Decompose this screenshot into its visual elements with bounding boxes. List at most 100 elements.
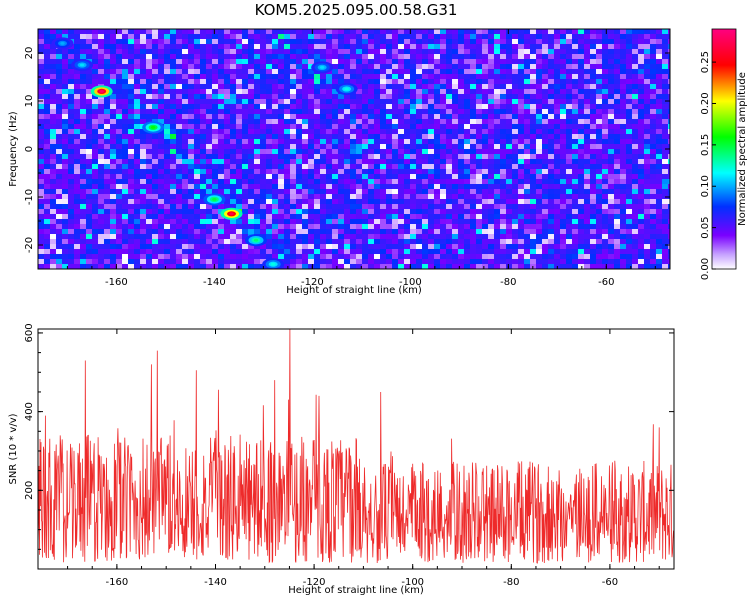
heatmap-cell (656, 99, 663, 105)
heatmap-cell (608, 69, 615, 75)
heatmap-cell (584, 179, 591, 185)
heatmap-cell (374, 129, 381, 135)
heatmap-cell (80, 209, 87, 215)
heatmap-cell (122, 209, 129, 215)
heatmap-cell (596, 184, 603, 190)
heatmap-cell (548, 119, 555, 125)
heatmap-cell (74, 84, 81, 90)
heatmap-cell (530, 59, 537, 65)
heatmap-cell (230, 134, 237, 140)
heatmap-cell (74, 144, 81, 150)
heatmap-cell (104, 39, 111, 45)
heatmap-cell (416, 99, 423, 105)
heatmap-cell (44, 189, 51, 195)
heatmap-cell (272, 49, 279, 55)
heatmap-cell (452, 104, 459, 110)
heatmap-cell (512, 249, 519, 255)
heatmap-cell (392, 239, 399, 245)
heatmap-cell (302, 79, 309, 85)
heatmap-cell (170, 134, 177, 140)
heatmap-cell (200, 44, 207, 50)
heatmap-cell (392, 84, 399, 90)
heatmap-cell (434, 199, 441, 205)
heatmap-cell (170, 114, 177, 120)
heatmap-cell (650, 94, 657, 100)
heatmap-cell (446, 34, 453, 40)
heatmap-cell (620, 84, 627, 90)
heatmap-cell (506, 34, 513, 40)
heatmap-cell (620, 219, 627, 225)
heatmap-cell (464, 144, 471, 150)
heatmap-cell (650, 154, 657, 160)
heatmap-cell (584, 224, 591, 230)
heatmap-cell (548, 209, 555, 215)
heatmap-cell (188, 219, 195, 225)
heatmap-cell (470, 224, 477, 230)
heatmap-cell (374, 39, 381, 45)
heatmap-cell (380, 124, 387, 130)
heatmap-cell (122, 204, 129, 210)
heatmap-cell (368, 54, 375, 60)
heatmap-cell (326, 159, 333, 165)
heatmap-cell (320, 29, 327, 35)
heatmap-cell (398, 49, 405, 55)
heatmap-cell (584, 119, 591, 125)
heatmap-cell (224, 164, 231, 170)
heatmap-cell (62, 234, 69, 240)
heatmap-cell (320, 199, 327, 205)
heatmap-cell (404, 234, 411, 240)
heatmap-cell (416, 44, 423, 50)
heatmap-cell (440, 114, 447, 120)
heatmap-cell (260, 79, 267, 85)
heatmap-cell (644, 224, 651, 230)
heatmap-cell (314, 104, 321, 110)
heatmap-cell (356, 154, 363, 160)
heatmap-cell (614, 39, 621, 45)
heatmap-cell (134, 54, 141, 60)
heatmap-cell (248, 179, 255, 185)
heatmap-cell (554, 74, 561, 80)
heatmap-cell (224, 89, 231, 95)
heatmap-cell (218, 219, 225, 225)
heatmap-cell (440, 99, 447, 105)
heatmap-cell (260, 199, 267, 205)
heatmap-cell (524, 249, 531, 255)
heatmap-cell (512, 94, 519, 100)
heatmap-cell (284, 84, 291, 90)
heatmap-cell (80, 129, 87, 135)
heatmap-cell (170, 64, 177, 70)
heatmap-cell (584, 164, 591, 170)
heatmap-cell (266, 159, 273, 165)
heatmap-cell (392, 64, 399, 70)
heatmap-cell (386, 44, 393, 50)
heatmap-cell (632, 104, 639, 110)
heatmap-cell (362, 79, 369, 85)
heatmap-cell (236, 64, 243, 70)
heatmap-cell (314, 194, 321, 200)
heatmap-cell (242, 34, 249, 40)
heatmap-cell (476, 259, 483, 265)
heatmap-cell (356, 59, 363, 65)
heatmap-cell (668, 229, 670, 235)
heatmap-cell (170, 79, 177, 85)
heatmap-cell (452, 114, 459, 120)
heatmap-cell (206, 34, 213, 40)
heatmap-cell (314, 224, 321, 230)
heatmap-cell (596, 149, 603, 155)
heatmap-cell (668, 249, 670, 255)
heatmap-cell (140, 144, 147, 150)
heatmap-cell (638, 199, 645, 205)
heatmap-cell (560, 254, 567, 260)
heatmap-cell (56, 104, 63, 110)
heatmap-cell (578, 244, 585, 250)
heatmap-cell (362, 149, 369, 155)
heatmap-cell (92, 184, 99, 190)
heatmap-cell (440, 89, 447, 95)
heatmap-cell (398, 79, 405, 85)
heatmap-cell (506, 119, 513, 125)
heatmap-cell (218, 84, 225, 90)
heatmap-cell (398, 194, 405, 200)
heatmap-cell (560, 244, 567, 250)
heatmap-cell (182, 179, 189, 185)
